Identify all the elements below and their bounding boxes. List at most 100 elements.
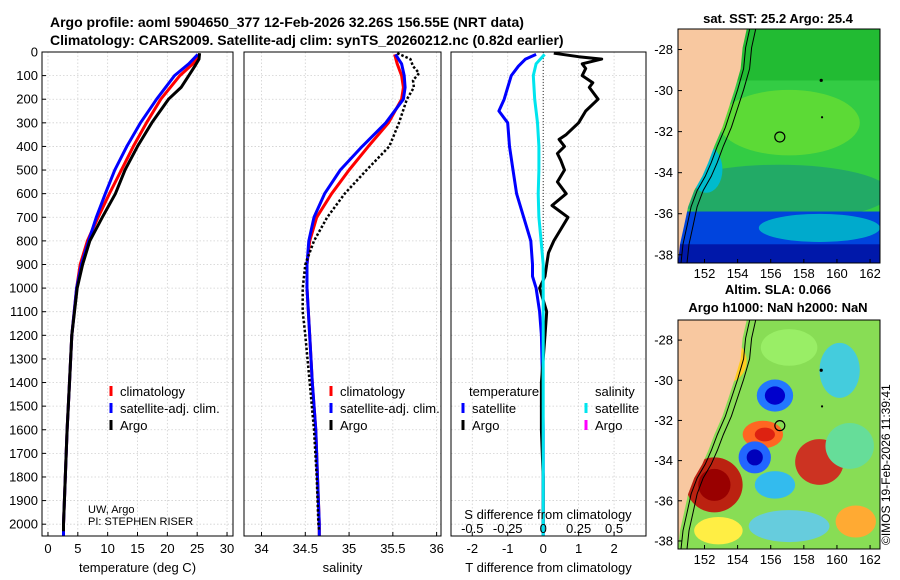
sla-eddy	[694, 516, 743, 545]
map-x-tick-label: 152	[694, 266, 716, 281]
island-marker	[819, 368, 823, 372]
map-x-tick-label: 158	[793, 266, 815, 281]
diff-legend-temp-argo-label: Argo	[472, 418, 499, 433]
sla-eddy	[764, 386, 786, 405]
sal-legend-climatology-label: climatology	[340, 384, 406, 399]
temp-argo-line	[62, 53, 202, 532]
sal-argo-line	[301, 52, 421, 532]
title-line-2: Climatology: CARS2009. Satellite-adj cli…	[50, 32, 564, 48]
sla-map-title-1: Altim. SLA: 0.066	[725, 282, 831, 297]
sla-eddy	[754, 471, 796, 499]
x-axis-label: temperature (deg C)	[79, 560, 196, 575]
map-x-tick-label: 160	[826, 266, 848, 281]
y-tick-label: 1700	[9, 446, 38, 461]
map-y-tick-label: -38	[654, 533, 673, 548]
x-tick-label: 36	[429, 541, 443, 556]
x-tick-label: 0	[44, 541, 51, 556]
y-tick-label: 800	[16, 233, 38, 248]
x-tick-label: -2	[466, 541, 478, 556]
x-axis-label: salinity	[323, 560, 363, 575]
diff-legend-temp-satellite-label: satellite	[472, 401, 516, 416]
sla-map-field	[678, 320, 880, 549]
sal-satellite-line	[305, 53, 407, 536]
x-tick-label: 25	[190, 541, 204, 556]
y-tick-label: 1200	[9, 328, 38, 343]
x-tick-label: 34.5	[293, 541, 318, 556]
map-x-tick-label: 162	[859, 266, 881, 281]
depth-contour	[686, 320, 757, 549]
sst-cool-band	[678, 164, 880, 221]
temp-satellite-line	[62, 53, 199, 536]
map-y-tick-label: -34	[654, 453, 673, 468]
sst-map-title: sat. SST: 25.2 Argo: 25.4	[703, 11, 854, 26]
x-tick-label: 35.5	[380, 541, 405, 556]
x-tick-label: 2	[610, 541, 617, 556]
sla-map-title-2: Argo h1000: NaN h2000: NaN	[688, 300, 867, 315]
title-line-1: Argo profile: aoml 5904650_377 12-Feb-20…	[50, 14, 524, 30]
diff-legend-sal-title: salinity	[595, 384, 635, 399]
map-x-tick-label: 156	[760, 266, 782, 281]
temp-legend-climatology-label: climatology	[120, 384, 186, 399]
x-tick-label: 0	[540, 541, 547, 556]
argo-position-marker	[774, 420, 786, 432]
y-tick-label: 1100	[10, 304, 38, 319]
diff-legend-sal-argo-label: Argo	[595, 418, 622, 433]
x-tick-label: 20	[160, 541, 174, 556]
x-tick-label: 10	[100, 541, 114, 556]
map-y-tick-label: -32	[654, 124, 673, 139]
x-axis-label: T difference from climatology	[465, 560, 632, 575]
y-tick-label: 1000	[9, 281, 38, 296]
land-mass	[678, 320, 747, 549]
y-tick-label: 2000	[9, 517, 38, 532]
diff-sal-satellite-line	[531, 53, 546, 536]
x-tick-label: 30	[220, 541, 234, 556]
map-x-tick-label: 158	[793, 552, 815, 567]
y-tick-label: 900	[16, 257, 38, 272]
coastline	[680, 320, 751, 549]
y-tick-label: 1800	[9, 469, 38, 484]
annotation-group: UW, Argo	[88, 504, 134, 516]
top-x-axis-label: S difference from climatology	[464, 507, 632, 522]
x-tick-label: -1	[502, 541, 514, 556]
temp-legend-argo-label: Argo	[120, 418, 147, 433]
y-tick-label: 700	[16, 210, 38, 225]
map-y-tick-label: -38	[654, 247, 673, 262]
sal-legend-argo-label: Argo	[340, 418, 367, 433]
map-frame	[677, 28, 881, 264]
map-x-tick-label: 160	[826, 552, 848, 567]
argo-position-marker	[774, 131, 786, 143]
map-y-tick-label: -28	[654, 333, 673, 348]
sla-eddy	[760, 329, 818, 366]
sst-mixed-south	[758, 213, 880, 242]
map-y-tick-label: -36	[654, 206, 673, 221]
diff-legend-sal-satellite-label: satellite	[595, 401, 639, 416]
map-y-tick-label: -30	[654, 373, 673, 388]
top-x-tick-label: 0.25	[566, 521, 591, 536]
y-tick-label: 400	[16, 139, 38, 154]
temp-climatology-line	[62, 53, 201, 536]
map-y-tick-label: -32	[654, 413, 673, 428]
x-tick-label: 35	[342, 541, 356, 556]
sst-map-field	[678, 29, 880, 263]
y-tick-label: 0	[31, 45, 38, 60]
coastline	[680, 29, 751, 263]
sla-eddy	[835, 505, 876, 538]
sla-eddy	[746, 449, 763, 466]
sla-eddy	[698, 468, 731, 501]
sst-warm-patch	[718, 89, 860, 156]
axes-frame	[450, 51, 647, 537]
sst-coldest-south	[678, 244, 880, 263]
y-tick-label: 1400	[9, 375, 38, 390]
x-tick-label: 34	[254, 541, 268, 556]
map-x-tick-label: 156	[760, 552, 782, 567]
map-y-tick-label: -28	[654, 42, 673, 57]
map-x-tick-label: 162	[859, 552, 881, 567]
temp-legend-satellite-label: satellite-adj. clim.	[120, 401, 220, 416]
map-y-tick-label: -30	[654, 83, 673, 98]
map-x-tick-label: 154	[727, 552, 749, 567]
y-tick-label: 1500	[9, 399, 38, 414]
sla-eddy	[748, 510, 830, 543]
y-tick-label: 1600	[9, 422, 38, 437]
sla-eddy	[754, 427, 775, 442]
